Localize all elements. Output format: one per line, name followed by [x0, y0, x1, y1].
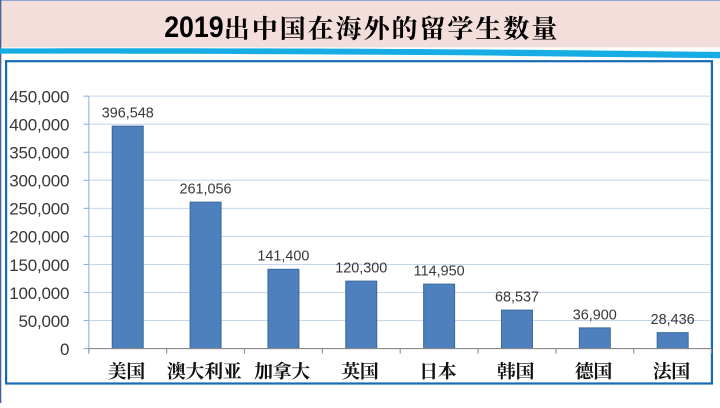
svg-text:261,056: 261,056 [180, 182, 232, 198]
svg-text:400,000: 400,000 [9, 116, 69, 135]
svg-text:100,000: 100,000 [9, 284, 69, 303]
svg-text:150,000: 150,000 [9, 256, 69, 275]
svg-text:450,000: 450,000 [9, 87, 69, 106]
svg-text:0: 0 [60, 340, 69, 359]
svg-text:120,300: 120,300 [335, 261, 387, 277]
svg-text:2019: 2019 [164, 12, 224, 44]
svg-text:141,400: 141,400 [257, 249, 309, 265]
svg-text:36,900: 36,900 [573, 307, 617, 323]
svg-text:114,950: 114,950 [414, 264, 465, 280]
svg-text:28,436: 28,436 [651, 312, 695, 328]
svg-text:396,548: 396,548 [102, 106, 154, 122]
svg-text:250,000: 250,000 [9, 200, 69, 219]
svg-text:68,537: 68,537 [495, 290, 539, 306]
svg-text:200,000: 200,000 [9, 228, 69, 247]
svg-text:350,000: 350,000 [9, 144, 69, 163]
svg-text:50,000: 50,000 [19, 312, 70, 331]
svg-text:300,000: 300,000 [9, 172, 69, 191]
